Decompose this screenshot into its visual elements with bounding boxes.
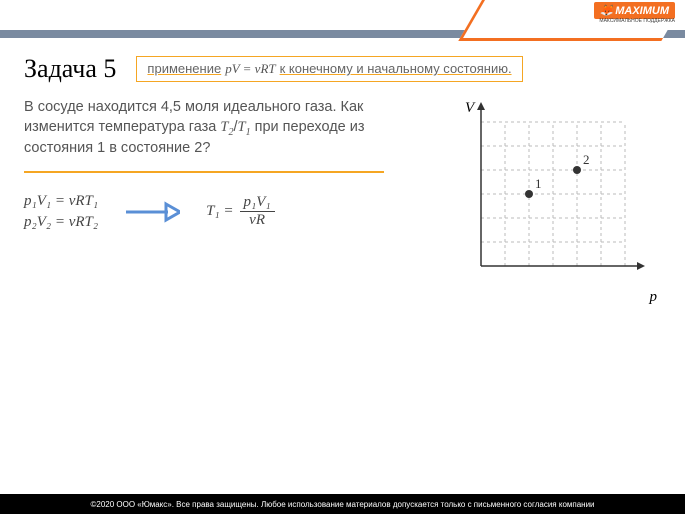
result-fraction: p₁V₁ νR <box>240 194 275 229</box>
problem-line2a: изменится температура газа <box>24 119 220 135</box>
chart-x-label: p <box>650 289 658 306</box>
slide-content: Задача 5 применение pV = νRT к конечному… <box>0 46 685 235</box>
problem-ratio-T2: T2 <box>220 119 233 135</box>
result-equation: T₁ = p₁V₁ νR <box>206 194 275 229</box>
equation-1: p₁V₁ = νRT₁ <box>24 193 98 210</box>
result-lhs: T₁ = <box>206 203 233 220</box>
problem-ratio-T1: T1 <box>238 119 251 135</box>
brand-logo-subtitle: МАКСИМАЛЬНОЕ ПОДДЕРЖКА <box>599 18 675 24</box>
problem-line3: состояния 1 в состояние 2? <box>24 140 210 156</box>
hint-suffix: к конечному и начальному состоянию. <box>280 61 512 76</box>
equation-2: p₂V₂ = νRT₂ <box>24 214 98 231</box>
slide-header: MAXIMUM МАКСИМАЛЬНОЕ ПОДДЕРЖКА <box>0 0 685 46</box>
divider-line <box>24 171 384 173</box>
hint-prefix: применение <box>147 61 221 76</box>
svg-text:1: 1 <box>535 176 542 191</box>
chart-y-label: V <box>465 100 474 117</box>
problem-text: В сосуде находится 4,5 моля идеального г… <box>24 98 384 159</box>
brand-logo: MAXIMUM <box>594 2 675 19</box>
problem-line2b: при переходе из <box>251 119 365 135</box>
problem-line1: В сосуде находится 4,5 моля идеального г… <box>24 99 363 115</box>
pv-chart: V p 12 <box>451 102 661 312</box>
arrow-icon <box>124 199 180 225</box>
result-denominator: νR <box>249 212 265 228</box>
hint-box: применение pV = νRT к конечному и началь… <box>136 56 522 82</box>
copyright-footer: ©2020 ООО «Юмакс». Все права защищены. Л… <box>0 494 685 514</box>
task-title: Задача 5 <box>24 54 116 84</box>
chart-svg: 12 <box>451 102 661 312</box>
result-numerator: p₁V₁ <box>244 194 271 210</box>
equation-block: p₁V₁ = νRT₁ p₂V₂ = νRT₂ <box>24 189 98 235</box>
title-bar: Задача 5 применение pV = νRT к конечному… <box>24 54 661 84</box>
hint-equation: pV = νRT <box>225 61 275 77</box>
svg-text:2: 2 <box>583 152 590 167</box>
